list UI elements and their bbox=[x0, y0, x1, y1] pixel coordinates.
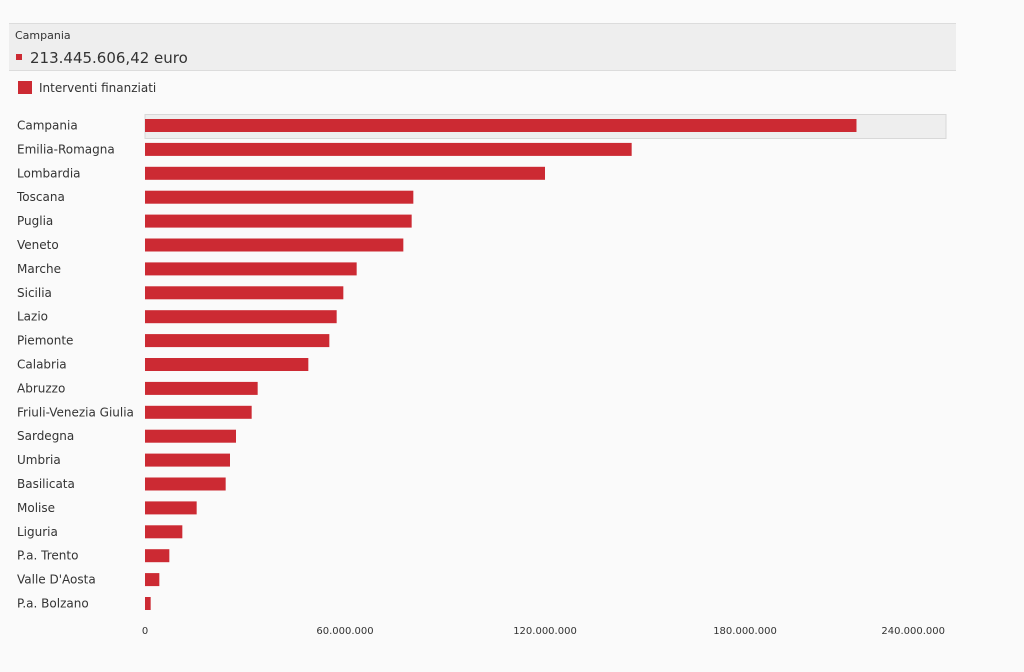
x-tick-label: 0 bbox=[142, 626, 148, 637]
category-label: Friuli-Venezia Giulia bbox=[17, 405, 134, 419]
category-label: Toscana bbox=[16, 190, 65, 204]
bar-sardegna[interactable] bbox=[145, 429, 236, 443]
category-label: Liguria bbox=[17, 525, 58, 539]
bar-p-a-trento[interactable] bbox=[145, 549, 170, 563]
tooltip-title: Campania bbox=[15, 29, 71, 42]
bar-lombardia[interactable] bbox=[145, 166, 545, 180]
bar-piemonte[interactable] bbox=[145, 334, 330, 348]
bar-friuli-venezia-giulia[interactable] bbox=[145, 405, 252, 419]
bar-molise[interactable] bbox=[145, 501, 197, 515]
category-label: Sardegna bbox=[17, 429, 74, 443]
bar-campania[interactable] bbox=[145, 119, 857, 132]
bar-veneto[interactable] bbox=[145, 238, 404, 252]
x-tick-label: 180.000.000 bbox=[713, 626, 777, 637]
x-tick-label: 120.000.000 bbox=[513, 626, 577, 637]
category-label: Veneto bbox=[17, 238, 59, 252]
x-tick-label: 240.000.000 bbox=[881, 626, 945, 637]
bar-puglia[interactable] bbox=[145, 214, 412, 228]
tooltip-value: 213.445.606,42 euro bbox=[30, 49, 188, 67]
bar-p-a-bolzano[interactable] bbox=[145, 597, 151, 610]
category-label: Marche bbox=[17, 262, 61, 276]
bar-liguria[interactable] bbox=[145, 525, 183, 539]
category-label: Basilicata bbox=[17, 477, 75, 491]
category-label: Molise bbox=[17, 501, 55, 515]
bar-sicilia[interactable] bbox=[145, 286, 344, 300]
bar-abruzzo[interactable] bbox=[145, 381, 258, 395]
category-label: Lombardia bbox=[17, 166, 81, 180]
bar-valle-d-aosta[interactable] bbox=[145, 573, 160, 587]
tooltip-swatch bbox=[16, 54, 22, 60]
legend-swatch[interactable] bbox=[18, 81, 32, 94]
category-label: P.a. Bolzano bbox=[17, 597, 89, 611]
category-label: Puglia bbox=[17, 214, 53, 228]
category-label: Emilia-Romagna bbox=[17, 142, 115, 156]
category-label: Calabria bbox=[17, 358, 67, 372]
bar-lazio[interactable] bbox=[145, 310, 337, 324]
bar-calabria[interactable] bbox=[145, 358, 309, 371]
bar-marche[interactable] bbox=[145, 262, 357, 276]
x-tick-label: 60.000.000 bbox=[316, 626, 373, 637]
bar-basilicata[interactable] bbox=[145, 477, 226, 491]
category-label: Umbria bbox=[17, 453, 61, 467]
category-label: Valle D'Aosta bbox=[17, 573, 96, 587]
bar-umbria[interactable] bbox=[145, 453, 230, 467]
category-label: Sicilia bbox=[17, 286, 52, 300]
category-label: P.a. Trento bbox=[17, 549, 78, 563]
bar-emilia-romagna[interactable] bbox=[145, 142, 632, 156]
category-label: Abruzzo bbox=[17, 381, 65, 395]
tooltip: Campania 213.445.606,42 euro bbox=[9, 23, 956, 71]
category-label: Piemonte bbox=[17, 334, 73, 348]
category-label: Lazio bbox=[17, 310, 48, 324]
category-label: Campania bbox=[17, 119, 78, 133]
legend-label[interactable]: Interventi finanziati bbox=[39, 81, 157, 95]
bar-toscana[interactable] bbox=[145, 190, 414, 204]
